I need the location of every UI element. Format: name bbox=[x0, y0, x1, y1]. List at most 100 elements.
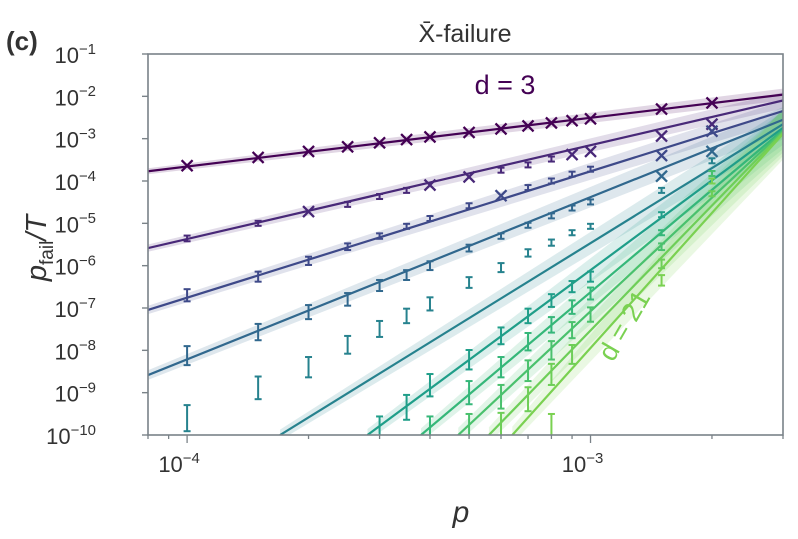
error-bar-d19 bbox=[708, 190, 716, 198]
cross-marker-d5 bbox=[565, 148, 579, 161]
error-bar-d9 bbox=[465, 243, 473, 253]
error-bar-d19 bbox=[568, 344, 576, 365]
error-bar-d11 bbox=[497, 262, 505, 274]
cross-marker-d3 bbox=[251, 151, 265, 164]
error-bar-d7 bbox=[524, 184, 532, 192]
error-bar-d21 bbox=[658, 274, 666, 287]
cross-marker-d7 bbox=[655, 149, 668, 162]
error-bar-d13 bbox=[568, 280, 576, 294]
error-bar-d15 bbox=[497, 356, 505, 379]
error-bar-d13 bbox=[587, 270, 595, 283]
y-tick-label: 10−3 bbox=[54, 125, 96, 152]
error-bar-d9 bbox=[183, 345, 191, 367]
error-bar-d9 bbox=[344, 292, 352, 307]
error-bar-d19 bbox=[497, 411, 505, 435]
fit-line-d7 bbox=[148, 109, 783, 311]
y-tick-label: 10−10 bbox=[46, 422, 96, 449]
error-bar-d5 bbox=[403, 186, 411, 194]
x-axis-ticks: 10−4 10−3 bbox=[147, 435, 784, 477]
confidence-band-d11 bbox=[280, 109, 783, 435]
x-tick-label: 10−4 bbox=[158, 450, 200, 477]
cross-marker-d9 bbox=[705, 145, 719, 158]
error-bar-d17 bbox=[658, 242, 666, 252]
cross-marker-d3 bbox=[705, 96, 719, 110]
error-bar-d15 bbox=[568, 299, 576, 315]
error-bar-d11 bbox=[305, 356, 313, 379]
error-bar-d7 bbox=[426, 215, 434, 223]
confidence-band-d13 bbox=[367, 110, 783, 435]
error-bar-d11 bbox=[568, 229, 576, 237]
y-axis-ticks: 10−1 10−2 10−3 10−4 10−5 10−6 10−7 10−8 10−9 10−1… bbox=[46, 41, 148, 449]
y-tick-label: 10−5 bbox=[54, 210, 96, 237]
x-axis-label: p bbox=[452, 496, 470, 529]
error-bar-d7 bbox=[568, 170, 576, 178]
cross-marker-d3 bbox=[373, 136, 386, 150]
confidence-band-d17 bbox=[458, 109, 783, 435]
error-bar-d15 bbox=[465, 380, 473, 406]
fit-line-d11 bbox=[279, 123, 783, 435]
error-bar-d13 bbox=[376, 415, 384, 435]
annotation-d3: d = 3 bbox=[475, 70, 536, 100]
cross-marker-d3 bbox=[521, 119, 535, 133]
cross-marker-d3 bbox=[655, 102, 668, 116]
error-bar-d7 bbox=[587, 165, 595, 173]
error-bar-d11 bbox=[183, 404, 191, 433]
error-bar-d11 bbox=[254, 375, 262, 401]
error-bar-d11 bbox=[708, 157, 716, 165]
error-bar-d7 bbox=[465, 202, 473, 210]
cross-marker-d3 bbox=[494, 122, 508, 136]
cross-marker-d7 bbox=[494, 189, 508, 202]
cross-marker-d5 bbox=[584, 145, 597, 158]
fit-line-d15 bbox=[420, 129, 783, 435]
error-bar-d17 bbox=[587, 306, 595, 323]
cross-marker-d7 bbox=[705, 124, 719, 138]
error-bar-d13 bbox=[465, 348, 473, 371]
error-bar-d7 bbox=[403, 222, 411, 230]
error-bar-d17 bbox=[568, 321, 576, 340]
error-bar-d11 bbox=[658, 186, 666, 194]
error-bar-d7 bbox=[183, 288, 191, 303]
cross-marker-d3 bbox=[423, 130, 437, 144]
error-bar-d15 bbox=[524, 331, 532, 352]
cross-marker-d3 bbox=[341, 140, 354, 154]
error-bar-d13 bbox=[658, 211, 666, 219]
error-bar-d5 bbox=[376, 193, 384, 201]
error-bar-d7 bbox=[254, 270, 262, 283]
error-bar-d17 bbox=[524, 359, 532, 383]
error-bar-d13 bbox=[497, 326, 505, 346]
cross-marker-d5 bbox=[462, 170, 476, 184]
error-bar-d19 bbox=[658, 258, 666, 270]
y-tick-label: 10−9 bbox=[54, 379, 96, 406]
fit-line-d19 bbox=[488, 131, 783, 435]
fit-line-d3 bbox=[148, 93, 783, 173]
error-bar-d13 bbox=[547, 293, 555, 308]
cross-marker-d3 bbox=[584, 112, 597, 126]
y-tick-label: 10−7 bbox=[54, 295, 96, 322]
y-tick-label: 10−8 bbox=[54, 337, 96, 364]
error-bar-d9 bbox=[524, 221, 532, 229]
fit-lines bbox=[148, 93, 783, 435]
error-bar-d7 bbox=[547, 177, 555, 185]
error-bar-d5 bbox=[183, 234, 191, 243]
error-bar-d17 bbox=[497, 383, 505, 410]
error-bar-d17 bbox=[708, 170, 716, 178]
cross-marker-d3 bbox=[180, 159, 194, 173]
error-bar-d15 bbox=[426, 415, 434, 435]
error-bar-d9 bbox=[376, 278, 384, 293]
fit-line-d9 bbox=[148, 118, 783, 377]
error-bar-d17 bbox=[465, 412, 473, 435]
error-bar-d21 bbox=[708, 177, 716, 185]
error-bar-d9 bbox=[426, 260, 434, 272]
cross-marker-d3 bbox=[565, 114, 579, 128]
y-tick-label: 10−1 bbox=[54, 41, 96, 68]
error-bar-d7 bbox=[305, 255, 313, 266]
error-bar-d9 bbox=[497, 232, 505, 240]
error-bar-d5 bbox=[547, 155, 555, 163]
cross-marker-d5 bbox=[655, 129, 668, 143]
y-tick-label: 10−2 bbox=[54, 83, 96, 110]
error-bar-d13 bbox=[403, 393, 411, 421]
y-tick-label: 10−4 bbox=[54, 168, 96, 195]
cross-marker-d9 bbox=[655, 169, 668, 183]
plot-frame bbox=[147, 53, 784, 436]
